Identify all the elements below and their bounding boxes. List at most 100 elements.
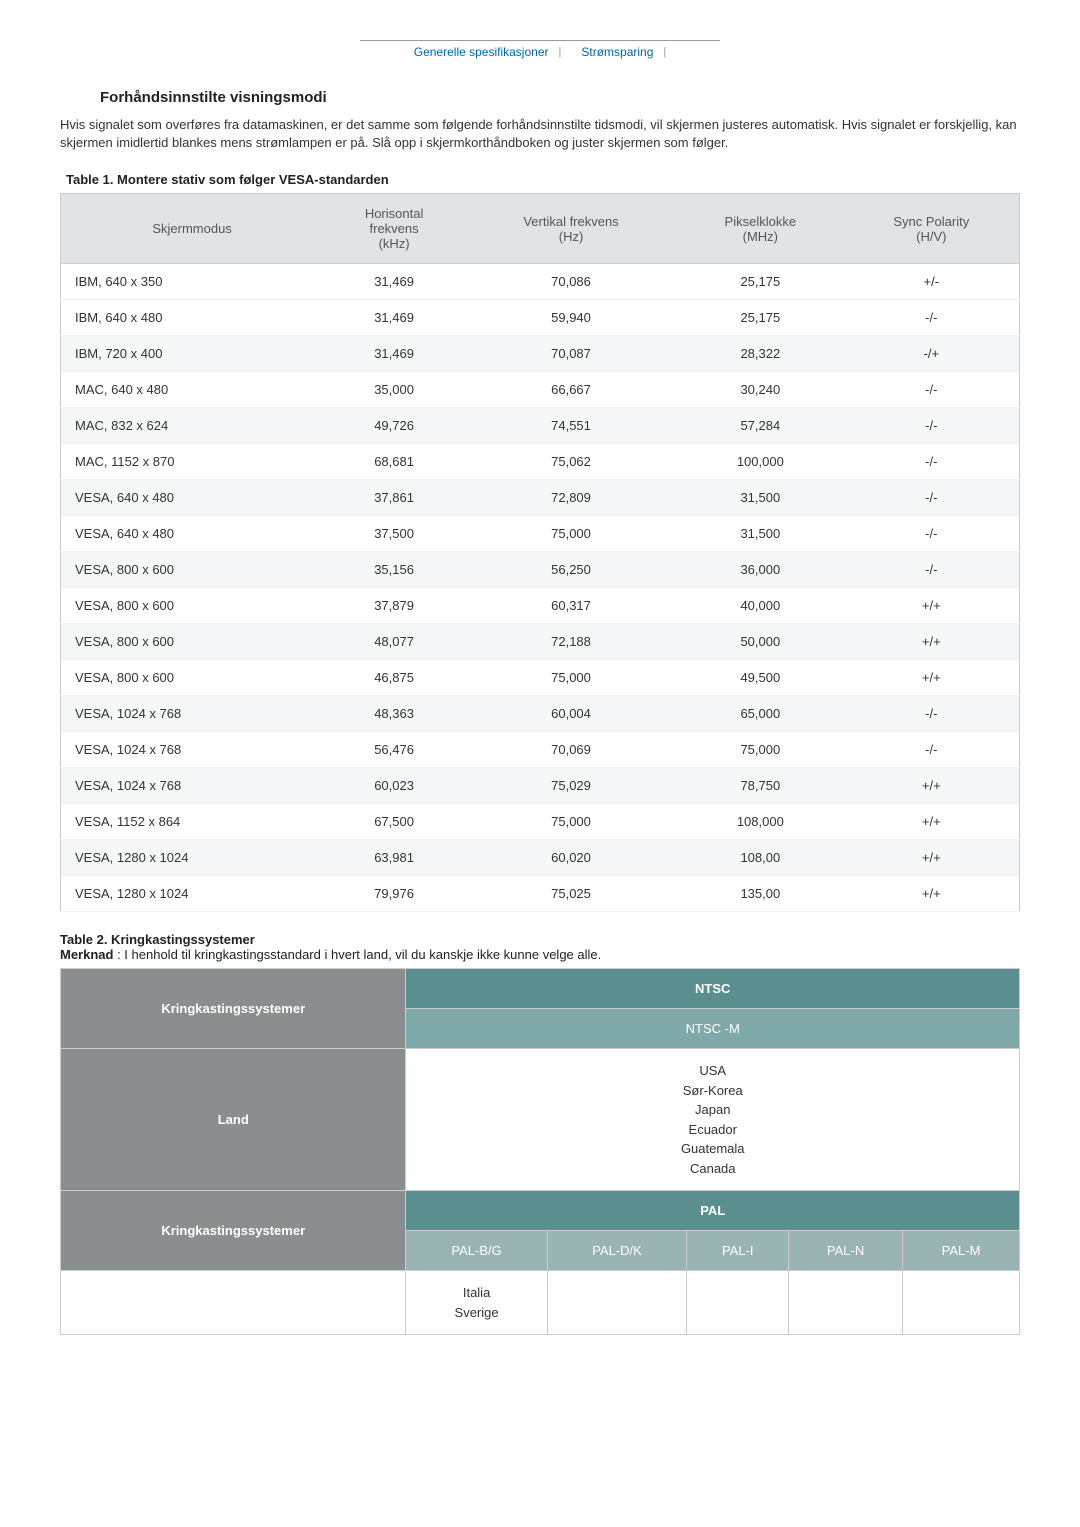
tab-sep-icon: | (559, 46, 562, 58)
table-cell: MAC, 832 x 624 (61, 408, 324, 444)
table-cell: VESA, 640 x 480 (61, 516, 324, 552)
th-vfreq-l2: (Hz) (559, 229, 584, 244)
table-cell: 25,175 (677, 300, 844, 336)
table-cell: VESA, 800 x 600 (61, 624, 324, 660)
tab-spec[interactable]: Generelle spesifikasjoner | (414, 45, 562, 59)
tab-spec-label: Generelle spesifikasjoner (414, 45, 549, 59)
table-cell: VESA, 1280 x 1024 (61, 840, 324, 876)
table-display-modes: Skjermmodus Horisontal frekvens (kHz) Ve… (60, 193, 1020, 912)
table-cell: 75,000 (465, 804, 677, 840)
th-pixel: Pikselklokke (MHz) (677, 194, 844, 264)
table-cell: 67,500 (323, 804, 465, 840)
table-cell: 30,240 (677, 372, 844, 408)
table-cell: 37,500 (323, 516, 465, 552)
ntsc-sub: NTSC -M (406, 1009, 1020, 1049)
table-cell: VESA, 1152 x 864 (61, 804, 324, 840)
table-cell: -/- (844, 480, 1020, 516)
rowhead-sys-2: Kringkastingssystemer (61, 1191, 406, 1271)
table-cell: VESA, 800 x 600 (61, 552, 324, 588)
th-vfreq-l1: Vertikal frekvens (523, 214, 618, 229)
th-hfreq-l2: frekvens (370, 221, 419, 236)
th-hfreq-l1: Horisontal (365, 206, 424, 221)
th-pixel-l2: (MHz) (743, 229, 778, 244)
table-cell: +/+ (844, 840, 1020, 876)
table-cell: -/- (844, 696, 1020, 732)
th-sync-l1: Sync Polarity (893, 214, 969, 229)
table1-caption: Table 1. Montere stativ som følger VESA-… (66, 172, 1020, 187)
table-cell: +/+ (844, 768, 1020, 804)
table-cell: 65,000 (677, 696, 844, 732)
table-cell: 60,020 (465, 840, 677, 876)
table-cell: 40,000 (677, 588, 844, 624)
table-cell: VESA, 640 x 480 (61, 480, 324, 516)
table-cell: 31,469 (323, 300, 465, 336)
ntsc-top: NTSC (406, 969, 1020, 1009)
th-vfreq: Vertikal frekvens (Hz) (465, 194, 677, 264)
note-bold: Merknad (60, 947, 113, 962)
table-cell: +/+ (844, 588, 1020, 624)
rowhead-sys-1: Kringkastingssystemer (61, 969, 406, 1049)
ntsc-lands: USASør-KoreaJapanEcuadorGuatemalaCanada (406, 1049, 1020, 1191)
table-cell: VESA, 800 x 600 (61, 588, 324, 624)
pal-dk-lands (547, 1271, 687, 1335)
table2-caption-block: Table 2. Kringkastingssystemer Merknad :… (60, 932, 1020, 962)
table-cell: +/+ (844, 876, 1020, 912)
table-cell: +/- (844, 264, 1020, 300)
table-cell: -/- (844, 732, 1020, 768)
table-cell: 75,025 (465, 876, 677, 912)
table-cell: 35,156 (323, 552, 465, 588)
table-cell: MAC, 640 x 480 (61, 372, 324, 408)
table-cell: VESA, 1024 x 768 (61, 696, 324, 732)
table-cell: 31,469 (323, 336, 465, 372)
table-cell: IBM, 640 x 350 (61, 264, 324, 300)
table-cell: 36,000 (677, 552, 844, 588)
pal-sub-2: PAL-I (687, 1231, 789, 1271)
table-cell: VESA, 1024 x 768 (61, 768, 324, 804)
th-mode: Skjermmodus (61, 194, 324, 264)
table-cell: -/- (844, 516, 1020, 552)
table-cell: 25,175 (677, 264, 844, 300)
table-cell: MAC, 1152 x 870 (61, 444, 324, 480)
table-cell: 74,551 (465, 408, 677, 444)
intro-text: Hvis signalet som overføres fra datamask… (60, 116, 1020, 152)
tab-power[interactable]: Strømsparing | (581, 45, 666, 59)
table-cell: 75,000 (465, 516, 677, 552)
table-cell: 108,00 (677, 840, 844, 876)
th-pixel-l1: Pikselklokke (725, 214, 797, 229)
pal-top: PAL (406, 1191, 1020, 1231)
table-cell: 48,363 (323, 696, 465, 732)
table-cell: 56,476 (323, 732, 465, 768)
pal-bg-lands: ItaliaSverige (406, 1271, 547, 1335)
table-cell: 78,750 (677, 768, 844, 804)
table-cell: -/- (844, 372, 1020, 408)
table-cell: 100,000 (677, 444, 844, 480)
pal-sub-3: PAL-N (789, 1231, 903, 1271)
table-cell: -/+ (844, 336, 1020, 372)
pal-n-lands (789, 1271, 903, 1335)
table-cell: 31,500 (677, 516, 844, 552)
table-cell: 75,000 (465, 660, 677, 696)
table-cell: 56,250 (465, 552, 677, 588)
section-title: Forhåndsinnstilte visningsmodi (100, 89, 1020, 106)
pal-sub-4: PAL-M (903, 1231, 1020, 1271)
table-cell: IBM, 720 x 400 (61, 336, 324, 372)
table-cell: 37,861 (323, 480, 465, 516)
table-cell: VESA, 800 x 600 (61, 660, 324, 696)
table-cell: VESA, 1024 x 768 (61, 732, 324, 768)
table-cell: 79,976 (323, 876, 465, 912)
pal-sub-0: PAL-B/G (406, 1231, 547, 1271)
table-cell: -/- (844, 300, 1020, 336)
table-cell: -/- (844, 408, 1020, 444)
th-hfreq-l3: (kHz) (379, 236, 410, 251)
table-cell: 49,500 (677, 660, 844, 696)
rowhead-empty (61, 1271, 406, 1335)
table-cell: 37,879 (323, 588, 465, 624)
table-broadcast-systems: Kringkastingssystemer NTSC NTSC -M Land … (60, 968, 1020, 1335)
table2-caption: Table 2. Kringkastingssystemer (60, 932, 255, 947)
table-cell: 75,062 (465, 444, 677, 480)
table-cell: 59,940 (465, 300, 677, 336)
table-cell: 68,681 (323, 444, 465, 480)
table-cell: 70,087 (465, 336, 677, 372)
table-cell: 72,188 (465, 624, 677, 660)
tab-sep-icon: | (663, 46, 666, 58)
